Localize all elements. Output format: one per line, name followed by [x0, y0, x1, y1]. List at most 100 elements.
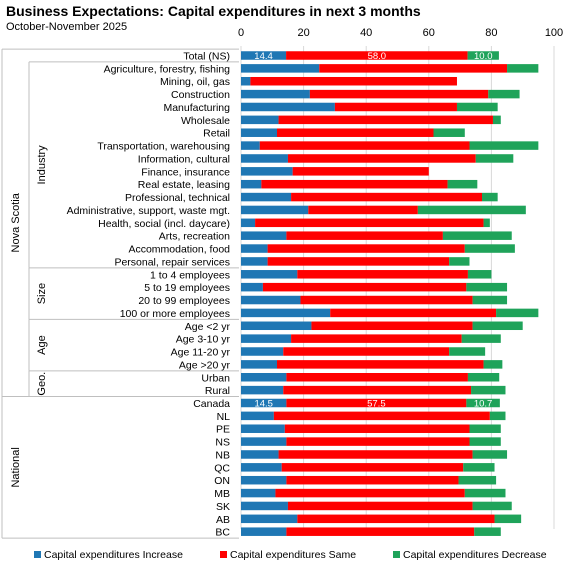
bar-decrease-nl [489, 411, 506, 421]
bar-decrease-real-estate-leasing [447, 179, 478, 189]
category-label-arts-recreation: Arts, recreation [159, 231, 230, 243]
bar-same-canada [286, 398, 467, 408]
bar-same-accommodation-food [267, 244, 465, 253]
bar-same-age-11-20-yr [283, 347, 450, 356]
bar-same-age-2-yr [311, 321, 473, 331]
bar-decrease-urban [467, 373, 500, 382]
bar-increase-bc [241, 527, 287, 536]
bar-increase-100-or-more-employees [241, 308, 331, 318]
category-label-5-to-19-employees: 5 to 19 employees [144, 282, 230, 294]
category-groups: Nova Scotia Industry Size Age Geo. National [1, 48, 239, 539]
bar-increase-age-2-yr [241, 321, 312, 331]
bar-increase-age-20-yr [241, 360, 277, 369]
bar-same-real-estate-leasing [261, 179, 448, 189]
x-tick-label: 80 [485, 27, 497, 39]
category-label-total-ns: Total (NS) [183, 51, 230, 63]
category-label-wholesale: Wholesale [181, 115, 230, 127]
bar-increase-professional-technical [241, 192, 292, 202]
bar-increase-mb [241, 488, 276, 498]
bar-decrease-construction [488, 89, 520, 99]
bar-decrease-manufacturing [456, 102, 498, 112]
bar-decrease-1-to-4-employees [467, 270, 492, 279]
x-axis: 0 20 40 60 80 100 [238, 27, 563, 39]
bar-increase-ab [241, 514, 298, 524]
data-label-increase-canada: 14.5 [254, 398, 273, 409]
category-label-pe: PE [216, 424, 230, 436]
bar-decrease-information-cultural [475, 154, 514, 163]
category-label-personal-repair-services: Personal, repair services [114, 256, 230, 268]
category-label-urban: Urban [201, 372, 230, 384]
bar-decrease-ns [469, 437, 501, 446]
bar-same-mining-oil-gas [250, 76, 457, 86]
bar-same-age-3-10-yr [291, 334, 462, 343]
bar-decrease-wholesale [492, 115, 501, 125]
bar-same-ns [286, 437, 470, 446]
category-label-sk: SK [216, 501, 230, 513]
subgroup-label-size: Size [36, 283, 48, 304]
bar-same-wholesale [278, 115, 493, 125]
bar-decrease-administrative-support-waste-mgt [417, 205, 526, 215]
bar-increase-20-to-99-employees [241, 295, 301, 305]
bar-same-transportation-warehousing [259, 141, 470, 150]
category-label-age-2-yr: Age <2 yr [185, 321, 231, 333]
bar-same-qc [281, 463, 464, 472]
bar-increase-wholesale [241, 115, 279, 125]
bar-same-health-social-incl-daycare [255, 218, 484, 228]
bar-increase-nb [241, 450, 279, 459]
bar-same-1-to-4-employees [297, 270, 468, 279]
bar-decrease-5-to-19-employees [466, 282, 508, 292]
category-label-mining-oil-gas: Mining, oil, gas [160, 76, 230, 88]
category-label-bc: BC [215, 527, 230, 539]
category-label-nb: NB [215, 449, 230, 461]
x-tick-label: 20 [297, 27, 309, 39]
category-label-finance-insurance: Finance, insurance [141, 166, 230, 178]
bar-decrease-on [458, 475, 497, 485]
bar-increase-transportation-warehousing [241, 141, 260, 150]
bar-increase-age-3-10-yr [241, 334, 292, 343]
bar-increase-qc [241, 463, 282, 472]
bar-increase-administrative-support-waste-mgt [241, 205, 309, 215]
subgroup-label-age: Age [36, 335, 48, 355]
legend-swatch-decrease [393, 551, 400, 558]
data-label-increase-total-ns: 14.4 [254, 51, 273, 62]
bar-increase-ns [241, 437, 287, 446]
category-label-retail: Retail [203, 128, 230, 140]
bar-increase-age-11-20-yr [241, 347, 284, 356]
category-label-rural: Rural [205, 385, 230, 397]
bar-decrease-20-to-99-employees [472, 295, 508, 305]
category-label-age-20-yr: Age >20 yr [179, 359, 231, 371]
bar-decrease-total-ns [467, 51, 499, 60]
bar-decrease-qc [463, 463, 495, 472]
bar-increase-retail [241, 128, 277, 137]
bar-increase-1-to-4-employees [241, 270, 298, 279]
x-tick-label: 100 [545, 27, 563, 39]
bar-same-sk [287, 501, 473, 511]
bar-same-pe [284, 424, 470, 433]
bar-same-total-ns [286, 51, 468, 60]
data-labels: 14.4 58.0 10.0 14.5 57.5 10.7 [254, 51, 492, 409]
subgroup-label-geo: Geo. [36, 372, 48, 396]
category-label-information-cultural: Information, cultural [138, 153, 230, 165]
category-labels: Total (NS)Agriculture, forestry, fishing… [67, 51, 231, 539]
category-label-ab: AB [216, 514, 230, 526]
bar-decrease-arts-recreation [442, 231, 512, 240]
data-label-decrease-canada: 10.7 [474, 398, 493, 409]
bar-increase-sk [241, 501, 288, 511]
legend-label-decrease: Capital expenditures Decrease [403, 549, 547, 561]
bar-increase-construction [241, 89, 310, 99]
category-label-1-to-4-employees: 1 to 4 employees [150, 269, 230, 281]
x-tick-label: 40 [360, 27, 372, 39]
bar-decrease-professional-technical [482, 192, 498, 202]
bars [241, 51, 539, 536]
bar-same-5-to-19-employees [262, 282, 467, 292]
bar-same-20-to-99-employees [300, 295, 473, 305]
bar-increase-total-ns [241, 51, 287, 60]
bar-same-nl [273, 411, 490, 421]
bar-decrease-retail [433, 128, 465, 137]
bar-increase-accommodation-food [241, 244, 268, 253]
x-tick-label: 0 [238, 27, 244, 39]
bar-decrease-transportation-warehousing [469, 141, 539, 150]
bar-same-bc [286, 527, 475, 536]
bar-decrease-age-2-yr [472, 321, 523, 331]
